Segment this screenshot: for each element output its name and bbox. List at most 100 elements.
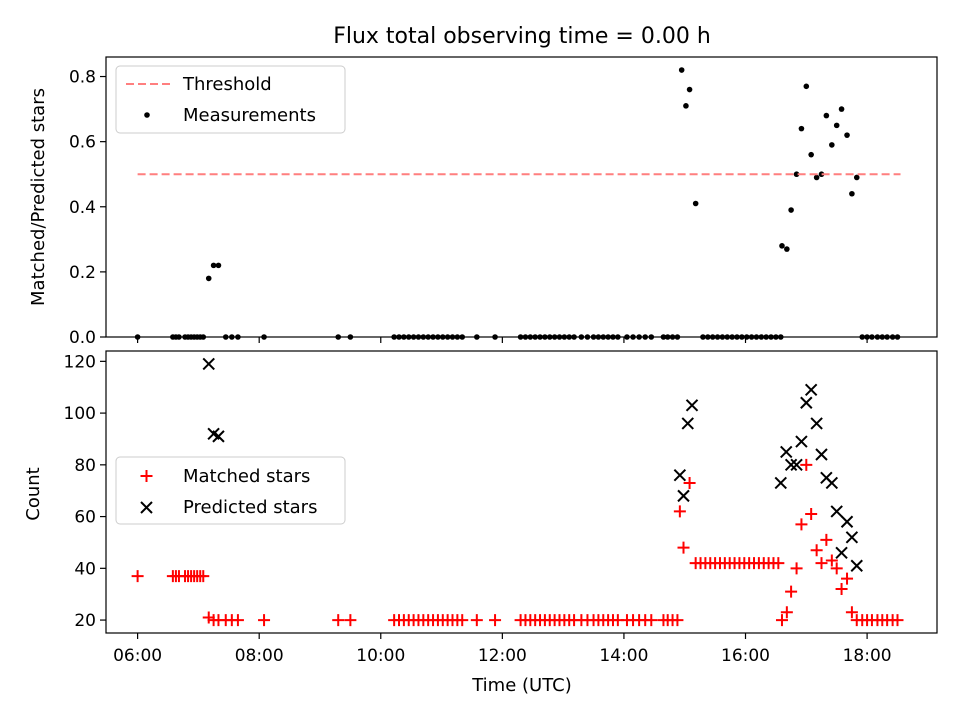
matched-star-point xyxy=(795,518,808,531)
measurement-point xyxy=(803,83,810,90)
predicted-star-point xyxy=(850,559,863,572)
legend-measurements-label: Measurements xyxy=(183,105,316,126)
legend-predicted-label: Predicted stars xyxy=(183,497,317,518)
predicted-star-point xyxy=(840,515,854,528)
measurement-point xyxy=(808,151,814,158)
bottom-axes-frame xyxy=(105,350,938,634)
bottom-y-tick-label: 60 xyxy=(74,508,96,528)
measurement-point xyxy=(678,67,685,73)
predicted-star-point xyxy=(774,476,787,490)
matched-star-point xyxy=(841,572,854,585)
legend-matched-label: Matched stars xyxy=(183,466,310,487)
matched-star-point xyxy=(830,562,843,575)
bottom-x-tick-label: 14:00 xyxy=(599,646,648,666)
predicted-star-point xyxy=(790,458,803,472)
measurement-point xyxy=(838,106,845,112)
predicted-star-point xyxy=(825,476,839,490)
bottom-y-tick-label: 100 xyxy=(64,404,96,424)
matched-star-point xyxy=(344,614,357,627)
predicted-star-point xyxy=(784,458,798,472)
predicted-star-point xyxy=(212,430,225,443)
predicted-star-point xyxy=(800,396,813,409)
legend-matched-swatch xyxy=(140,470,153,482)
predicted-star-point xyxy=(845,531,859,544)
bottom-x-ticks: 06:00 08:00 10:00 12:00 14:00 16:00 18:00 xyxy=(113,633,892,666)
matched-star-point xyxy=(332,614,345,627)
bottom-y-tick-label: 80 xyxy=(74,456,96,476)
measurement-point xyxy=(210,262,217,269)
bottom-x-tick-label: 12:00 xyxy=(478,646,527,666)
predicted-star-point xyxy=(795,435,808,448)
top-y-tick-label: 0.8 xyxy=(69,68,96,88)
matched-star-point xyxy=(820,533,833,546)
matched-star-point xyxy=(671,614,684,627)
matched-stars-points xyxy=(131,458,904,627)
predicted-star-point xyxy=(804,383,818,397)
matched-star-point xyxy=(780,606,793,619)
measurement-point xyxy=(784,246,790,252)
measurement-point xyxy=(833,122,840,129)
predicted-star-point xyxy=(830,505,843,518)
matched-star-point xyxy=(825,554,838,567)
top-x-ticks xyxy=(137,337,868,343)
bottom-x-tick-label: 18:00 xyxy=(843,646,892,666)
matched-star-point xyxy=(891,614,904,627)
bottom-x-tick-label: 08:00 xyxy=(235,646,284,666)
bottom-panel: 20 40 60 80 100 120 06:00 08:00 10:00 12:00 14:00… xyxy=(23,350,938,696)
predicted-star-point xyxy=(685,399,699,412)
chart-title: Flux total observing time = 0.00 h xyxy=(333,24,711,49)
matched-star-point xyxy=(835,583,848,596)
predicted-star-point xyxy=(780,445,793,459)
measurement-point xyxy=(853,174,860,181)
matched-star-point xyxy=(470,614,483,627)
top-panel: 0.00.20.40.60.8 Matched/Predicted stars … xyxy=(28,56,938,348)
matched-star-point xyxy=(489,614,502,627)
predicted-star-point xyxy=(810,417,823,430)
predicted-star-point xyxy=(835,546,848,560)
matched-star-point xyxy=(673,505,686,518)
matched-star-point xyxy=(197,570,210,583)
matched-star-point xyxy=(810,544,823,557)
bottom-x-tick-label: 06:00 xyxy=(113,646,162,666)
matched-star-point xyxy=(775,614,788,627)
measurement-point xyxy=(788,207,794,213)
bottom-legend: Matched stars Predicted stars xyxy=(115,456,346,525)
matched-star-point xyxy=(815,557,828,570)
top-y-tick-label: 0.6 xyxy=(69,133,96,153)
predicted-star-point xyxy=(673,468,687,482)
predicted-star-point xyxy=(815,448,828,461)
top-y-tick-label: 0.2 xyxy=(69,263,96,283)
measurement-point xyxy=(813,174,820,181)
measurement-point xyxy=(692,200,699,207)
matched-star-point xyxy=(772,557,785,570)
bottom-y-axis-label: Count xyxy=(23,467,44,520)
legend-measurements-swatch xyxy=(144,112,150,118)
top-y-ticks: 0.0 0.2 0.4 0.6 0.8 xyxy=(69,68,106,348)
matched-star-point xyxy=(800,458,813,471)
bottom-y-ticks: 20 40 60 80 100 120 xyxy=(64,352,106,631)
bottom-y-tick-label: 40 xyxy=(74,559,96,579)
matched-star-point xyxy=(683,476,696,489)
bottom-y-tick-label: 20 xyxy=(74,611,96,631)
predicted-star-point xyxy=(202,357,215,371)
legend-threshold-label: Threshold xyxy=(182,74,272,95)
legend-predicted-swatch xyxy=(140,501,153,514)
matched-star-point xyxy=(677,541,690,554)
measurement-point xyxy=(798,125,805,132)
measurement-point xyxy=(829,142,835,148)
matched-star-point xyxy=(785,585,798,598)
matched-star-point xyxy=(258,614,271,627)
matched-star-point xyxy=(790,562,803,575)
matched-star-point xyxy=(456,614,469,627)
x-axis-label: Time (UTC) xyxy=(471,675,572,696)
top-y-axis-label: Matched/Predicted stars xyxy=(28,88,49,306)
top-legend: Threshold Measurements xyxy=(115,65,346,134)
bottom-y-tick-label: 120 xyxy=(64,352,96,372)
measurement-point xyxy=(844,132,850,138)
matched-star-point xyxy=(645,614,658,627)
predicted-stars-points xyxy=(202,357,863,572)
matched-star-point xyxy=(845,606,858,619)
top-y-tick-label: 0.0 xyxy=(69,328,96,348)
measurement-point xyxy=(793,171,800,178)
